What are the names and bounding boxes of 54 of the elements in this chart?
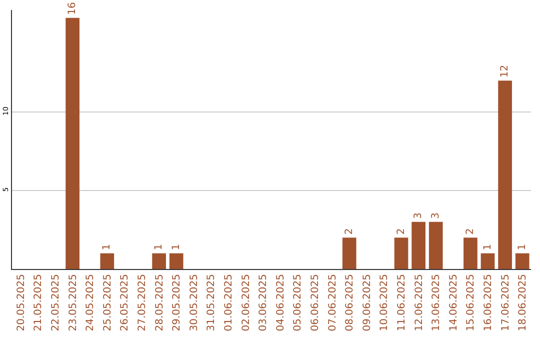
- bar: [394, 238, 408, 269]
- x-tick-label: 02.06.2025: [240, 274, 252, 332]
- bar: [480, 253, 495, 269]
- x-tick-label: 03.06.2025: [258, 274, 270, 332]
- bar: [412, 222, 426, 269]
- x-tick-label: 18.06.2025: [518, 274, 529, 332]
- x-tick-label: 28.05.2025: [154, 274, 166, 332]
- bar: [498, 80, 512, 269]
- x-tick-label: 15.06.2025: [466, 274, 477, 332]
- bar: [100, 253, 114, 269]
- x-tick-label: 27.05.2025: [137, 274, 148, 332]
- x-tick-label: 26.05.2025: [120, 274, 131, 332]
- x-tick-label: 13.06.2025: [431, 274, 442, 332]
- data-label: 3: [430, 212, 442, 219]
- bar: [66, 18, 80, 269]
- x-tick-label: 30.05.2025: [188, 274, 200, 332]
- x-tick-label: 22.05.2025: [50, 274, 62, 332]
- x-tick-label: 07.06.2025: [327, 274, 338, 332]
- x-tick-label: 23.05.2025: [68, 274, 79, 332]
- data-label: 16: [67, 2, 78, 15]
- x-tick-label: 31.05.2025: [206, 274, 218, 332]
- data-label: 1: [482, 244, 494, 250]
- x-tick-label: 01.06.2025: [224, 274, 234, 332]
- x-tick-label: 29.05.2025: [172, 274, 183, 332]
- data-label: 2: [396, 228, 407, 235]
- data-label: 1: [102, 244, 113, 250]
- x-tick-label: 04.06.2025: [275, 274, 286, 332]
- x-tick-label: 25.05.2025: [102, 274, 114, 332]
- x-tick-label: 10.06.2025: [379, 274, 390, 332]
- data-label: 1: [516, 244, 528, 250]
- data-label: 2: [464, 228, 476, 235]
- bar: [428, 222, 443, 269]
- data-label: 3: [413, 212, 424, 219]
- x-tick-label: 14.06.2025: [448, 274, 460, 332]
- data-label: 2: [344, 228, 355, 235]
- bar: [515, 253, 530, 269]
- data-label: 12: [500, 64, 511, 78]
- x-tick-label: 20.05.2025: [16, 274, 27, 332]
- x-tick-label: 08.06.2025: [344, 274, 356, 332]
- x-tick-label: 17.06.2025: [500, 274, 512, 332]
- x-tick-label: 06.06.2025: [310, 274, 321, 332]
- x-tick-label: 11.06.2025: [396, 274, 408, 332]
- x-tick-label: 21.05.2025: [33, 274, 44, 332]
- data-label: 1: [154, 244, 165, 250]
- bar: [169, 253, 184, 269]
- x-tick-label: 09.06.2025: [362, 274, 373, 332]
- x-tick-label: 12.06.2025: [414, 274, 425, 332]
- bar: [152, 253, 166, 269]
- data-label: 1: [170, 244, 182, 250]
- bar: [342, 238, 356, 269]
- x-tick-label: 16.06.2025: [483, 274, 494, 332]
- bar: [464, 238, 478, 269]
- x-tick-label: 05.06.2025: [292, 274, 304, 332]
- x-tick-label: 24.05.2025: [85, 274, 96, 332]
